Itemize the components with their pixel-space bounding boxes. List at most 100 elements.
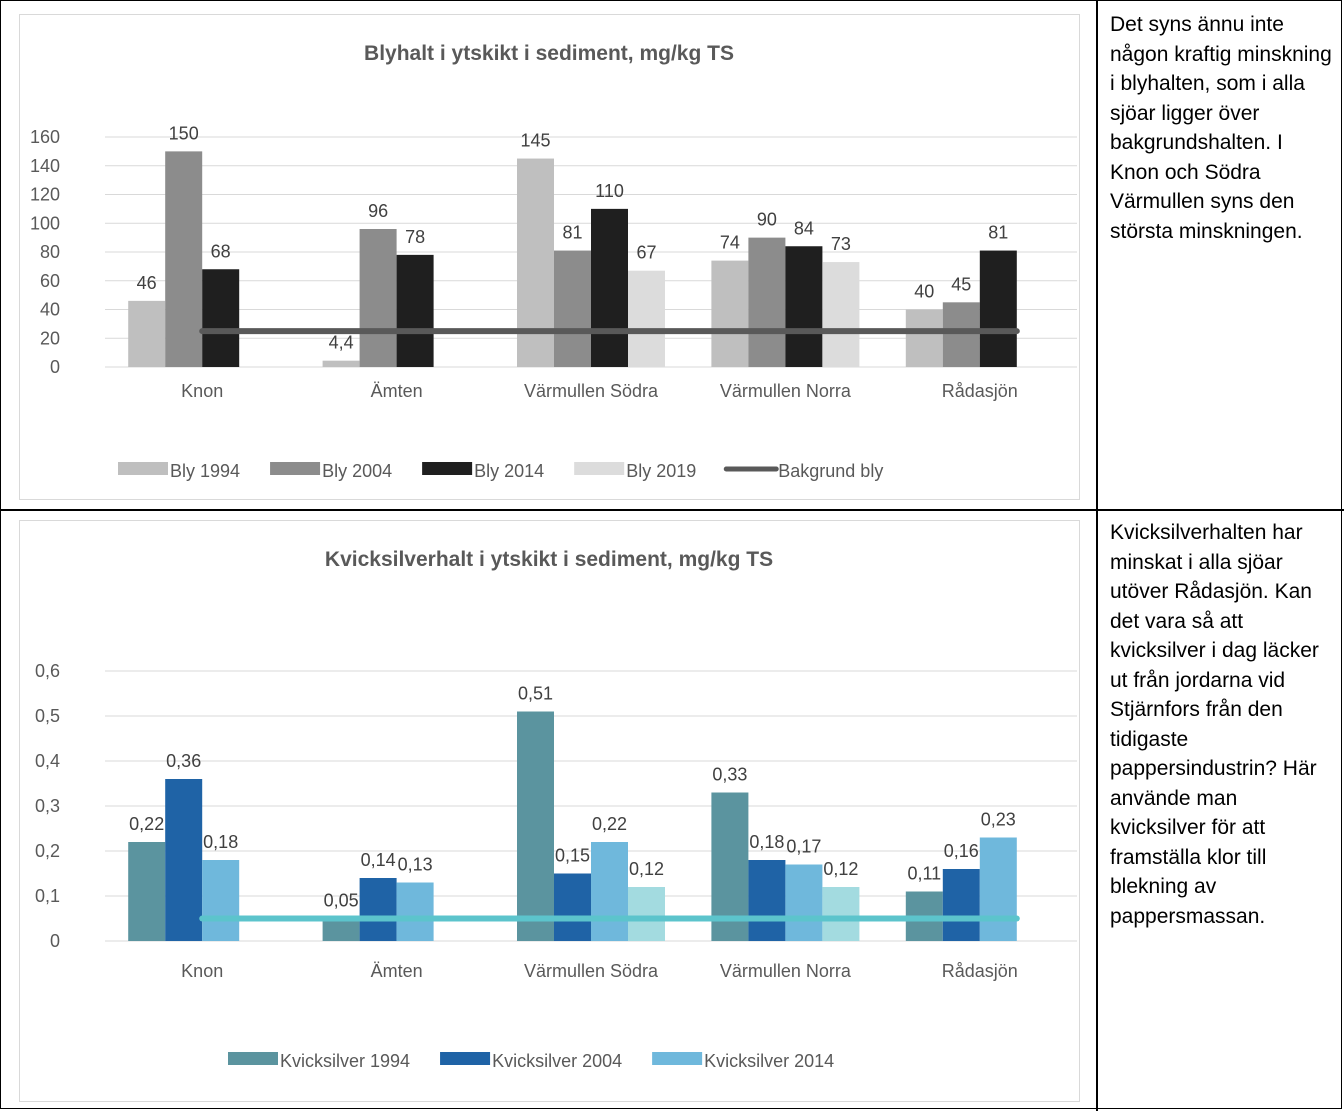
bar-3 xyxy=(822,262,860,367)
y-tick-label: 60 xyxy=(40,271,60,291)
data-label: 0,13 xyxy=(398,855,433,875)
y-tick-label: 0,2 xyxy=(35,841,60,861)
data-label: 0,36 xyxy=(166,751,201,771)
y-tick-label: 80 xyxy=(40,242,60,262)
category-label: Värmullen Norra xyxy=(720,961,852,981)
data-label: 90 xyxy=(757,210,777,230)
category-label: Värmullen Södra xyxy=(524,381,659,401)
mercury-chart: Kvicksilverhalt i ytskikt i sediment, mg… xyxy=(19,520,1080,1102)
data-label: 68 xyxy=(211,241,231,261)
y-tick-label: 120 xyxy=(30,185,60,205)
y-tick-label: 0,5 xyxy=(35,706,60,726)
data-label: 46 xyxy=(137,273,157,293)
y-tick-label: 0 xyxy=(50,357,60,377)
data-label: 110 xyxy=(595,181,624,201)
data-label: 0,33 xyxy=(712,765,747,785)
bar-1 xyxy=(165,779,203,941)
bar-2 xyxy=(979,250,1017,367)
legend-label: Kvicksilver 2014 xyxy=(704,1051,834,1071)
data-label: 0,05 xyxy=(324,891,359,911)
data-label: 0,18 xyxy=(749,832,784,852)
bar-0 xyxy=(322,360,360,367)
bar-2 xyxy=(591,208,628,367)
bar-1 xyxy=(748,860,786,941)
bar-1 xyxy=(554,250,591,367)
y-tick-label: 0,3 xyxy=(35,796,60,816)
data-label: 0,23 xyxy=(981,810,1016,830)
data-label: 0,18 xyxy=(203,832,238,852)
y-tick-label: 100 xyxy=(30,213,60,233)
row-divider xyxy=(0,509,1344,511)
bar-0 xyxy=(128,842,166,941)
bar-1 xyxy=(359,878,397,941)
bar-3 xyxy=(628,887,665,941)
bar-2 xyxy=(396,254,434,367)
chart-title: Kvicksilverhalt i ytskikt i sediment, mg… xyxy=(325,548,773,571)
category-label: Rådasjön xyxy=(942,381,1018,401)
data-label: 0,17 xyxy=(786,837,821,857)
bar-1 xyxy=(942,302,980,367)
data-label: 0,11 xyxy=(907,864,941,884)
bar-3 xyxy=(628,270,665,367)
category-label: Värmullen Norra xyxy=(720,381,852,401)
data-label: 0,16 xyxy=(944,841,979,861)
bar-1 xyxy=(942,869,980,941)
y-tick-label: 0,4 xyxy=(35,751,60,771)
data-label: 0,22 xyxy=(129,814,164,834)
data-label: 0,51 xyxy=(518,684,553,704)
category-label: Ämten xyxy=(371,961,423,981)
y-tick-label: 140 xyxy=(30,156,60,176)
y-tick-label: 40 xyxy=(40,300,60,320)
bar-2 xyxy=(785,864,823,941)
data-label: 0,15 xyxy=(555,846,590,866)
y-tick-label: 160 xyxy=(30,127,60,147)
data-label: 0,12 xyxy=(629,859,664,879)
legend-label: Bakgrund bly xyxy=(778,461,883,481)
y-tick-label: 0 xyxy=(50,931,60,951)
legend-swatch xyxy=(440,1052,491,1065)
bar-0 xyxy=(517,711,554,941)
bar-3 xyxy=(822,887,860,941)
legend-swatch xyxy=(422,462,473,475)
bar-1 xyxy=(359,229,397,367)
data-label: 84 xyxy=(794,218,814,238)
bar-2 xyxy=(202,269,240,367)
bar-2 xyxy=(591,842,628,941)
data-label: 67 xyxy=(636,243,656,263)
category-label: Värmullen Södra xyxy=(524,961,659,981)
legend-swatch xyxy=(652,1052,703,1065)
chart-title: Blyhalt i ytskikt i sediment, mg/kg TS xyxy=(364,42,734,65)
legend-swatch xyxy=(228,1052,278,1065)
data-label: 145 xyxy=(520,131,550,151)
lead-comment: Det syns ännu inte någon kraftig minskni… xyxy=(1110,13,1332,243)
bar-2 xyxy=(785,246,823,367)
data-label: 74 xyxy=(720,233,740,253)
y-tick-label: 20 xyxy=(40,328,60,348)
legend-label: Bly 2019 xyxy=(626,461,696,481)
data-label: 4,4 xyxy=(329,333,354,353)
category-label: Ämten xyxy=(371,381,423,401)
bar-2 xyxy=(202,860,240,941)
bar-0 xyxy=(128,300,166,367)
legend-label: Kvicksilver 1994 xyxy=(280,1051,410,1071)
data-label: 150 xyxy=(169,123,199,143)
data-label: 96 xyxy=(368,201,388,221)
mercury-chart-svg: Kvicksilverhalt i ytskikt i sediment, mg… xyxy=(35,548,1077,1071)
bar-2 xyxy=(396,882,434,941)
legend-label: Bly 2004 xyxy=(322,461,392,481)
bar-0 xyxy=(322,918,360,941)
bar-1 xyxy=(554,873,591,941)
lead-chart: Blyhalt i ytskikt i sediment, mg/kg TS 0 2… xyxy=(19,14,1080,500)
bar-0 xyxy=(517,158,554,367)
bar-1 xyxy=(165,151,203,367)
lead-chart-svg: Blyhalt i ytskikt i sediment, mg/kg TS 0 2… xyxy=(30,42,1077,481)
data-label: 0,12 xyxy=(823,859,858,879)
data-label: 81 xyxy=(988,223,1008,243)
data-label: 45 xyxy=(951,274,971,294)
legend-swatch xyxy=(118,462,168,475)
bar-2 xyxy=(979,837,1017,941)
column-divider xyxy=(1096,0,1098,1111)
legend-swatch xyxy=(270,462,321,475)
data-label: 40 xyxy=(914,282,934,302)
